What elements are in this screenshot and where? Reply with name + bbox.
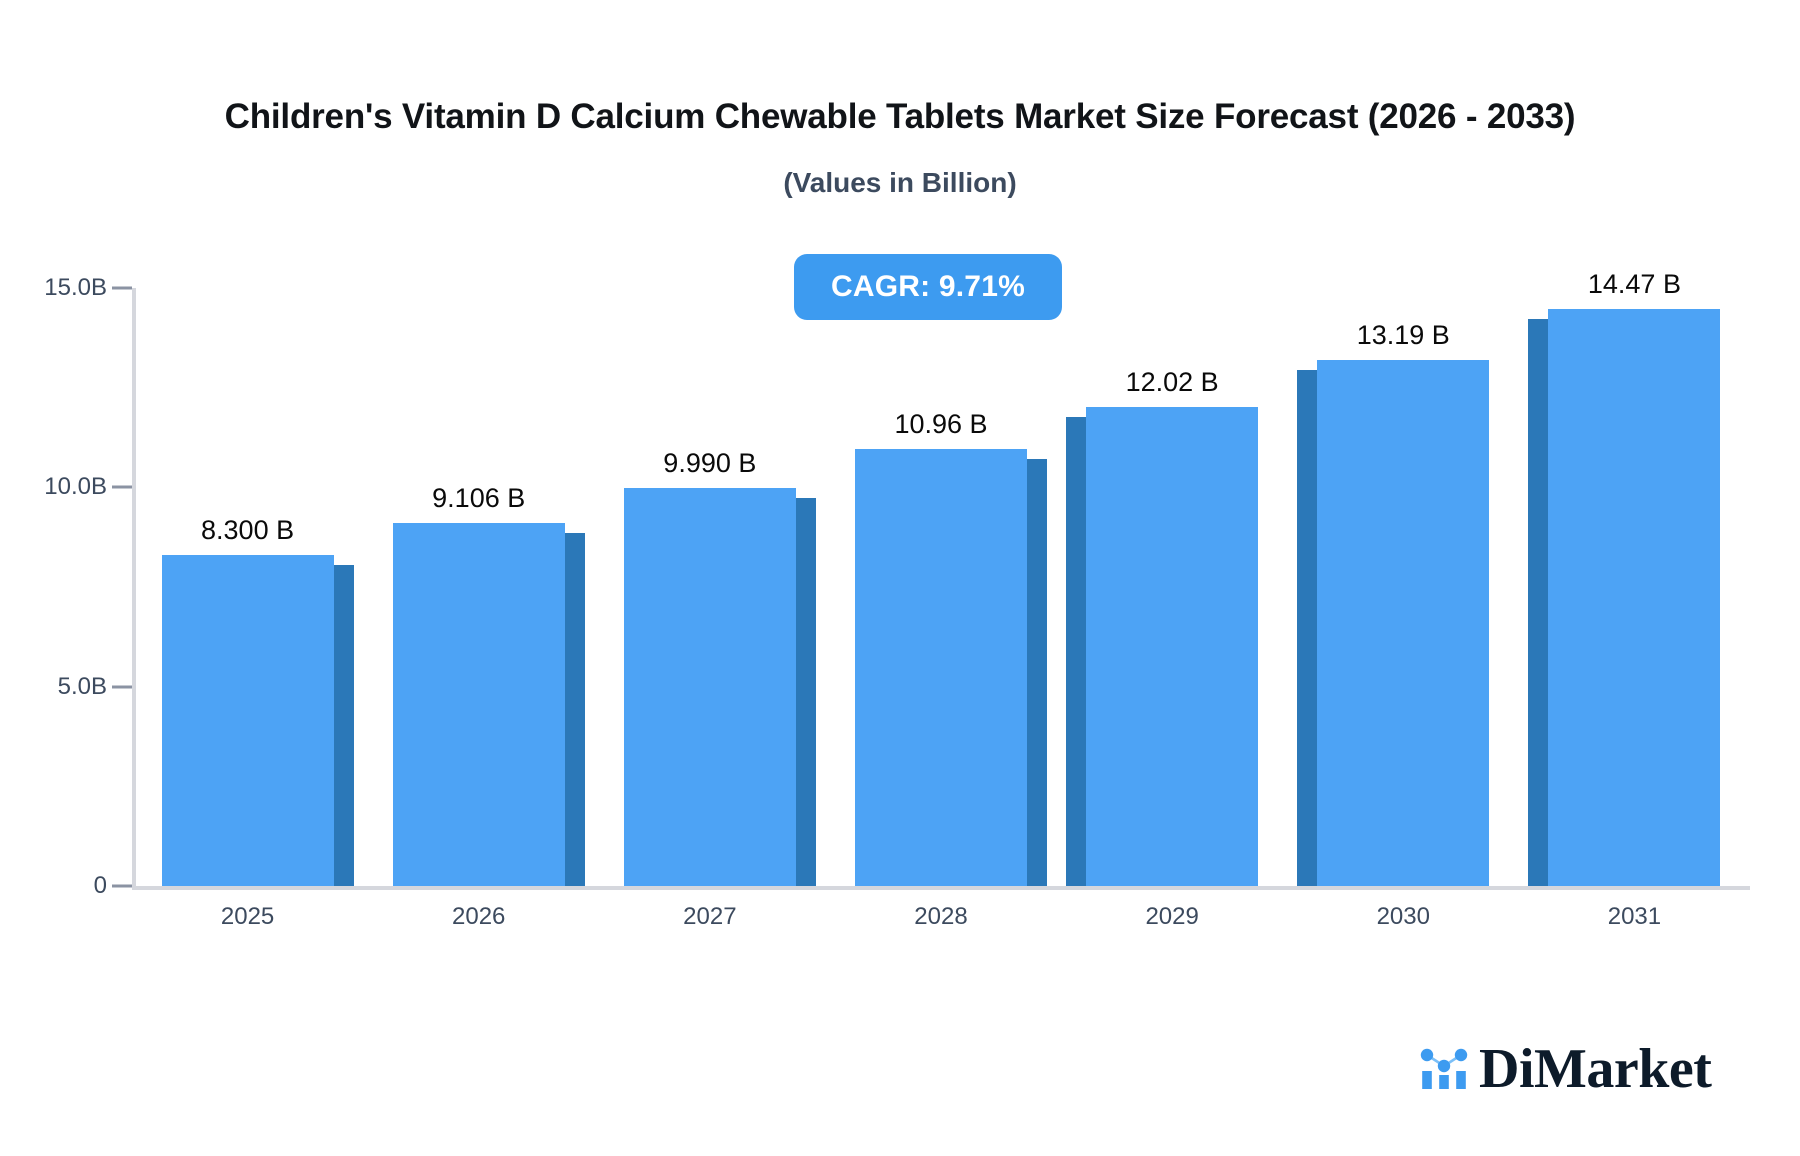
bar-side-face [1528, 319, 1549, 886]
bar-front-face [855, 449, 1027, 886]
bar-value-label: 10.96 B [894, 409, 988, 440]
bar-chart-icon [1418, 1041, 1470, 1098]
bar-front-face [161, 555, 334, 886]
bar-side-face [1297, 370, 1318, 886]
bar[interactable]: 9.106 B [392, 483, 585, 886]
bar-side-face [795, 497, 816, 886]
x-axis-tick-label: 2030 [1376, 903, 1430, 930]
x-axis-tick-label: 2029 [1145, 903, 1199, 930]
dimarket-logo: DiMarket [1418, 1036, 1712, 1102]
bar-side-face [333, 565, 354, 886]
x-axis-tick-label: 2025 [220, 903, 275, 930]
bar-value-label: 9.106 B [432, 482, 526, 513]
y-axis-tick-label: 15.0B [44, 274, 107, 301]
x-axis-line [132, 886, 1750, 890]
bar[interactable]: 8.300 B [161, 515, 354, 886]
bar[interactable]: 10.96 B [855, 409, 1047, 886]
cagr-badge: CAGR: 9.71% [794, 254, 1062, 320]
x-axis-tick-label: 2026 [452, 903, 506, 930]
x-axis-tick-label: 2031 [1607, 903, 1662, 930]
bar-value-label: 12.02 B [1125, 366, 1219, 397]
bar-front-face [1548, 309, 1721, 886]
bar-front-face [392, 522, 565, 886]
plot-area: 8.300 B 9.106 B 9.990 B 10.96 B 12.02 B 13.19… [132, 269, 1750, 886]
y-axis-tick-label: 10.0B [44, 473, 107, 501]
y-axis-line [132, 288, 136, 888]
y-axis-tick-mark [112, 685, 132, 689]
chart-subtitle: (Values in Billion) [783, 167, 1017, 198]
x-axis-tick-label: 2027 [683, 903, 737, 930]
y-axis-tick-mark [112, 884, 132, 888]
bar-side-face [1027, 459, 1047, 886]
bar-front-face [623, 487, 796, 886]
bar-front-face [1086, 406, 1259, 886]
cagr-badge-label: CAGR: 9.71% [831, 270, 1025, 303]
bar[interactable]: 12.02 B [1066, 367, 1259, 886]
logo-text: DiMarket [1479, 1038, 1712, 1100]
bar-side-face [564, 532, 585, 886]
bar-value-label: 9.990 B [663, 447, 757, 478]
y-axis-tick-mark [112, 286, 132, 290]
x-axis-tick-label: 2028 [914, 903, 968, 930]
bar-value-label: 13.19 B [1356, 320, 1450, 351]
bar-front-face [1317, 360, 1490, 886]
bar-side-face [1066, 416, 1087, 886]
bar-value-label: 8.300 B [201, 515, 295, 546]
bar[interactable]: 9.990 B [623, 448, 816, 886]
chart-title: Children's Vitamin D Calcium Chewable Ta… [224, 97, 1576, 136]
bar-value-label: 14.47 B [1587, 269, 1681, 300]
bar[interactable]: 14.47 B [1528, 269, 1721, 886]
y-axis-tick-label: 5.0B [57, 672, 107, 700]
bar[interactable]: 13.19 B [1297, 320, 1490, 886]
y-axis-tick-mark [112, 485, 132, 489]
y-axis-tick-label: 0 [93, 872, 107, 899]
